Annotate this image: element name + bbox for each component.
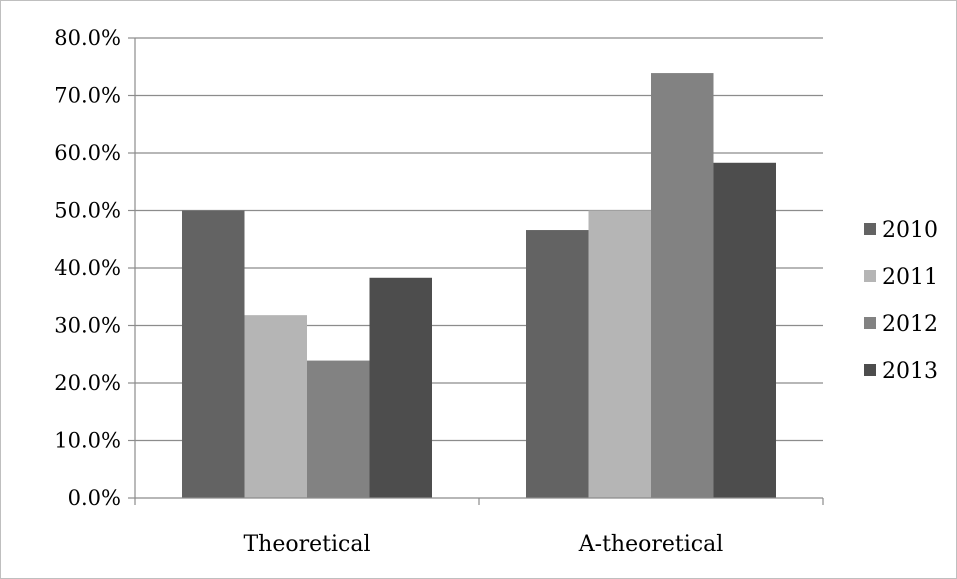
axes xyxy=(128,37,824,505)
bar-2010-a-theoretical xyxy=(526,230,589,499)
bar-2013-a-theoretical xyxy=(713,162,776,498)
bars xyxy=(182,73,776,499)
y-tick-label: 40.0% xyxy=(54,256,121,280)
bar-2011-a-theoretical xyxy=(588,210,651,498)
x-category-label: Theoretical xyxy=(244,532,371,557)
legend-swatch-2013 xyxy=(864,364,876,376)
bar-2011-theoretical xyxy=(244,315,307,498)
y-tick-label: 70.0% xyxy=(54,84,121,108)
legend-label-2012: 2012 xyxy=(882,312,938,337)
y-tick-label: 80.0% xyxy=(54,26,121,50)
legend-swatch-2011 xyxy=(864,270,876,282)
legend-swatch-2012 xyxy=(864,317,876,329)
x-category-label: A-theoretical xyxy=(578,532,723,557)
y-tick-label: 20.0% xyxy=(54,371,121,395)
legend-label-2010: 2010 xyxy=(882,218,938,243)
y-tick-label: 50.0% xyxy=(54,199,121,223)
axis-labels: 0.0% 10.0% 20.0% 30.0% 40.0% 50.0% 60.0% 70.0% 8… xyxy=(54,26,723,557)
y-tick-label: 60.0% xyxy=(54,141,121,165)
bar-2013-theoretical xyxy=(369,277,432,498)
y-tick-label: 10.0% xyxy=(54,429,121,453)
legend-swatch-2010 xyxy=(864,223,876,235)
legend-label-2013: 2013 xyxy=(882,359,938,384)
bar-2012-theoretical xyxy=(307,360,370,498)
bar-2010-theoretical xyxy=(182,210,245,498)
legend: 2010 2011 2012 2013 xyxy=(864,218,938,384)
legend-label-2011: 2011 xyxy=(882,265,938,290)
y-tick-label: 0.0% xyxy=(68,486,121,510)
bar-2012-a-theoretical xyxy=(651,73,714,498)
y-tick-label: 30.0% xyxy=(54,314,121,338)
